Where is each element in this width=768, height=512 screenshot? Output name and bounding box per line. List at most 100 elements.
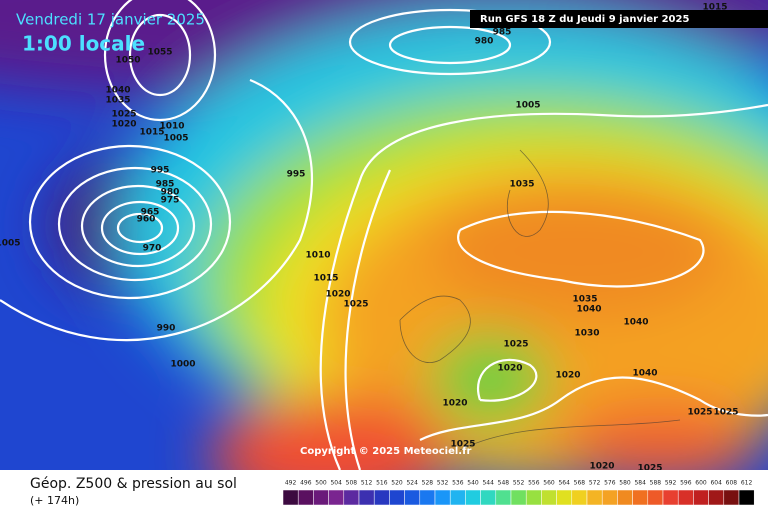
colorbar-swatch [328,489,345,506]
isobar-label: 1010 [305,251,330,261]
footer-title: Géop. Z500 & pression au sol [30,476,237,492]
colorbar-swatch [525,489,542,506]
isobar-label: 980 [475,37,494,47]
isobar-label: 1035 [509,180,534,190]
colorbar-label: 512 [361,480,373,487]
colorbar-label: 564 [558,480,570,487]
run-info: Run GFS 18 Z du Jeudi 9 janvier 2025 [480,14,689,25]
colorbar-label: 504 [330,480,342,487]
isobar-label: 1040 [576,305,601,315]
colorbar-swatch [449,489,466,506]
colorbar-swatch [297,489,314,506]
colorbar-swatch [617,489,633,506]
colorbar-swatch [601,489,618,506]
colorbar-swatch [389,489,405,506]
colorbar-swatch [480,489,497,506]
isobar-label: 1020 [555,371,580,381]
copyright: Copyright © 2025 Meteociel.fr [300,446,471,457]
isobar-label: 1025 [450,440,475,450]
colorbar-label: 584 [634,480,646,487]
colorbar-label: 540 [467,480,479,487]
isobar-label: 1025 [111,110,136,120]
colorbar-swatch [738,489,755,506]
colorbar-label: 516 [376,480,388,487]
colorbar-label: 596 [680,480,692,487]
colorbar-swatch [571,489,588,506]
colorbar-swatch [313,489,329,506]
isobar-label: 995 [151,166,170,176]
isobar-label: 970 [143,244,162,254]
isobar-label: 985 [493,28,512,38]
isobar-label: 1050 [115,56,140,66]
colorbar-label: 572 [589,480,601,487]
lead-time: (+ 174h) [30,494,79,507]
colorbar-label: 548 [498,480,510,487]
time: 1:00 locale [22,32,145,56]
isobars [0,0,768,471]
colorbar-swatch [586,489,603,506]
isobar-label: 995 [287,170,306,180]
colorbar-swatch [419,489,436,506]
isobar-label: 1005 [163,134,188,144]
run-banner [470,10,768,28]
isobar-label: 980 [161,188,180,198]
isobar-label: 1015 [139,128,164,138]
colorbar-swatch [404,489,421,506]
colorbar-label: 560 [543,480,555,487]
colorbar-label: 608 [726,480,738,487]
isobar-label: 965 [141,208,160,218]
colorbar-label: 492 [285,480,297,487]
colorbar-label: 500 [315,480,327,487]
isobar-label: 975 [161,196,180,206]
isobar-label: 1030 [574,329,599,339]
isobar-label: 1005 [515,101,540,111]
colorbar-label: 544 [482,480,494,487]
colorbar-swatch [693,489,709,506]
isobar-label: 1040 [632,369,657,379]
isobar-label: 1025 [687,408,712,418]
isobar-label: 1040 [105,86,130,96]
isobar-label: 1015 [702,3,727,13]
colorbar-swatch [541,489,557,506]
colorbar: 492 496 500 504 508 512 516 520 524 528 532 536 540 5… [282,480,755,506]
isobar-label: 1010 [159,122,184,132]
colorbar-label: 556 [528,480,540,487]
colorbar-swatch [495,489,512,506]
colorbar-swatch [677,489,694,506]
colorbar-swatch [282,489,299,506]
isobar-label: 1005 [0,239,21,249]
colorbar-label: 496 [300,480,312,487]
colorbar-swatch [343,489,360,506]
colorbar-swatch [373,489,390,506]
colorbar-swatch [434,489,451,506]
isobar-label: 1035 [105,96,130,106]
colorbar-label: 536 [452,480,464,487]
isobar-label: 1020 [497,364,522,374]
colorbar-swatch [632,489,649,506]
isobar-label: 1025 [503,340,528,350]
isobar-label: 1020 [589,462,614,472]
isobar-label: 1020 [442,399,467,409]
colorbar-swatch [647,489,664,506]
isobar-label: 1055 [147,48,172,58]
colorbar-label: 552 [513,480,525,487]
isobar-label: 1020 [111,120,136,130]
isobar-label: 990 [157,324,176,334]
date: Vendredi 17 janvier 2025 [16,11,205,29]
colorbar-swatch [358,489,375,506]
isobar-label: 1025 [637,464,662,474]
colorbar-swatch [662,489,679,506]
colorbar-label: 588 [650,480,662,487]
colorbar-label: 576 [604,480,616,487]
isobar-label: 960 [137,215,156,225]
colorbar-swatch [708,489,725,506]
isobar-label: 985 [156,180,175,190]
colorbar-label: 520 [391,480,403,487]
colorbar-swatch [465,489,481,506]
colorbar-label: 528 [422,480,434,487]
coastlines [399,149,681,451]
colorbar-label: 604 [710,480,722,487]
colorbar-swatch [510,489,527,506]
colorbar-label: 524 [406,480,418,487]
